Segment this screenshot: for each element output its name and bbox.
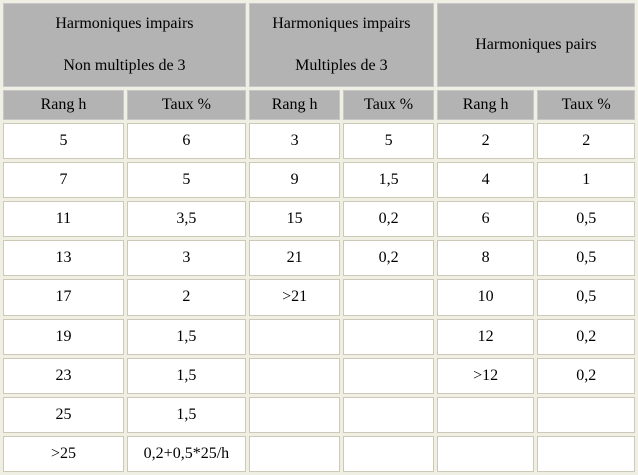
table-row: 11 3,5 15 0,2 6 0,5 xyxy=(3,201,635,238)
table-cell xyxy=(537,435,635,472)
group-title-line2: Non multiples de 3 xyxy=(63,57,186,74)
col-header-taux-3: Taux % xyxy=(537,90,635,120)
table-cell xyxy=(248,435,341,472)
table-cell: 12 xyxy=(436,318,535,355)
col-header-taux-1: Taux % xyxy=(126,90,246,120)
table-cell: 6 xyxy=(126,123,246,160)
table-cell: 2 xyxy=(126,279,246,316)
table-cell: 0,2 xyxy=(537,357,635,394)
table-cell: 5 xyxy=(3,123,124,160)
table-cell: >21 xyxy=(248,279,341,316)
table-row: 19 1,5 12 0,2 xyxy=(3,318,635,355)
table-cell: 1,5 xyxy=(343,162,434,199)
table-cell: 0,2+0,5*25/h xyxy=(126,435,246,472)
group-header-odd-non-mult3: Harmoniques impairs Non multiples de 3 xyxy=(3,3,246,87)
table-row: 5 6 3 5 2 2 xyxy=(3,123,635,160)
table-cell xyxy=(537,396,635,433)
table-cell xyxy=(248,318,341,355)
table-cell: 3,5 xyxy=(126,201,246,238)
table-cell: 2 xyxy=(436,123,535,160)
table-cell: 8 xyxy=(436,240,535,277)
table-cell: 9 xyxy=(248,162,341,199)
group-title-line1: Harmoniques pairs xyxy=(475,36,597,53)
group-header-row: Harmoniques impairs Non multiples de 3 H… xyxy=(3,3,635,87)
table-cell: 13 xyxy=(3,240,124,277)
table-cell: 1,5 xyxy=(126,318,246,355)
table-row: 25 1,5 xyxy=(3,396,635,433)
col-header-rang-1: Rang h xyxy=(3,90,124,120)
group-title-line1: Harmoniques impairs xyxy=(55,15,194,32)
table-cell xyxy=(248,396,341,433)
table-cell: 10 xyxy=(436,279,535,316)
table-cell: 11 xyxy=(3,201,124,238)
table-cell: 5 xyxy=(343,123,434,160)
table-row: >25 0,2+0,5*25/h xyxy=(3,435,635,472)
table-row: 7 5 9 1,5 4 1 xyxy=(3,162,635,199)
table-cell xyxy=(343,357,434,394)
table-cell xyxy=(343,396,434,433)
group-title-line2: Multiples de 3 xyxy=(295,57,388,74)
table-cell: 1 xyxy=(537,162,635,199)
table-cell xyxy=(343,279,434,316)
table-cell xyxy=(436,435,535,472)
group-header-odd-mult3: Harmoniques impairs Multiples de 3 xyxy=(248,3,434,87)
table-cell: 5 xyxy=(126,162,246,199)
table-cell xyxy=(343,318,434,355)
table-cell: 19 xyxy=(3,318,124,355)
table-cell: 0,2 xyxy=(343,240,434,277)
table-cell: 1,5 xyxy=(126,396,246,433)
table-cell: 3 xyxy=(248,123,341,160)
table-cell xyxy=(436,396,535,433)
table-cell: 0,5 xyxy=(537,201,635,238)
table-cell: 21 xyxy=(248,240,341,277)
table-cell: 4 xyxy=(436,162,535,199)
table-cell: 0,5 xyxy=(537,279,635,316)
table-cell: 0,5 xyxy=(537,240,635,277)
table-cell: 0,2 xyxy=(343,201,434,238)
table-cell: 7 xyxy=(3,162,124,199)
table-cell: 25 xyxy=(3,396,124,433)
table-cell: 6 xyxy=(436,201,535,238)
table-cell xyxy=(343,435,434,472)
table-row: 23 1,5 >12 0,2 xyxy=(3,357,635,394)
table-cell: 23 xyxy=(3,357,124,394)
table-cell: 1,5 xyxy=(126,357,246,394)
table-row: 13 3 21 0,2 8 0,5 xyxy=(3,240,635,277)
table-cell: 0,2 xyxy=(537,318,635,355)
table-cell: 3 xyxy=(126,240,246,277)
table-cell xyxy=(248,357,341,394)
table-row: 17 2 >21 10 0,5 xyxy=(3,279,635,316)
table-cell: >12 xyxy=(436,357,535,394)
col-header-rang-2: Rang h xyxy=(248,90,341,120)
table-cell: 15 xyxy=(248,201,341,238)
table-cell: >25 xyxy=(3,435,124,472)
group-title-line1: Harmoniques impairs xyxy=(272,15,411,32)
table-cell: 2 xyxy=(537,123,635,160)
table-cell: 17 xyxy=(3,279,124,316)
column-header-row: Rang h Taux % Rang h Taux % Rang h Taux … xyxy=(3,90,635,120)
group-header-even: Harmoniques pairs xyxy=(436,3,635,87)
col-header-rang-3: Rang h xyxy=(436,90,535,120)
col-header-taux-2: Taux % xyxy=(343,90,434,120)
